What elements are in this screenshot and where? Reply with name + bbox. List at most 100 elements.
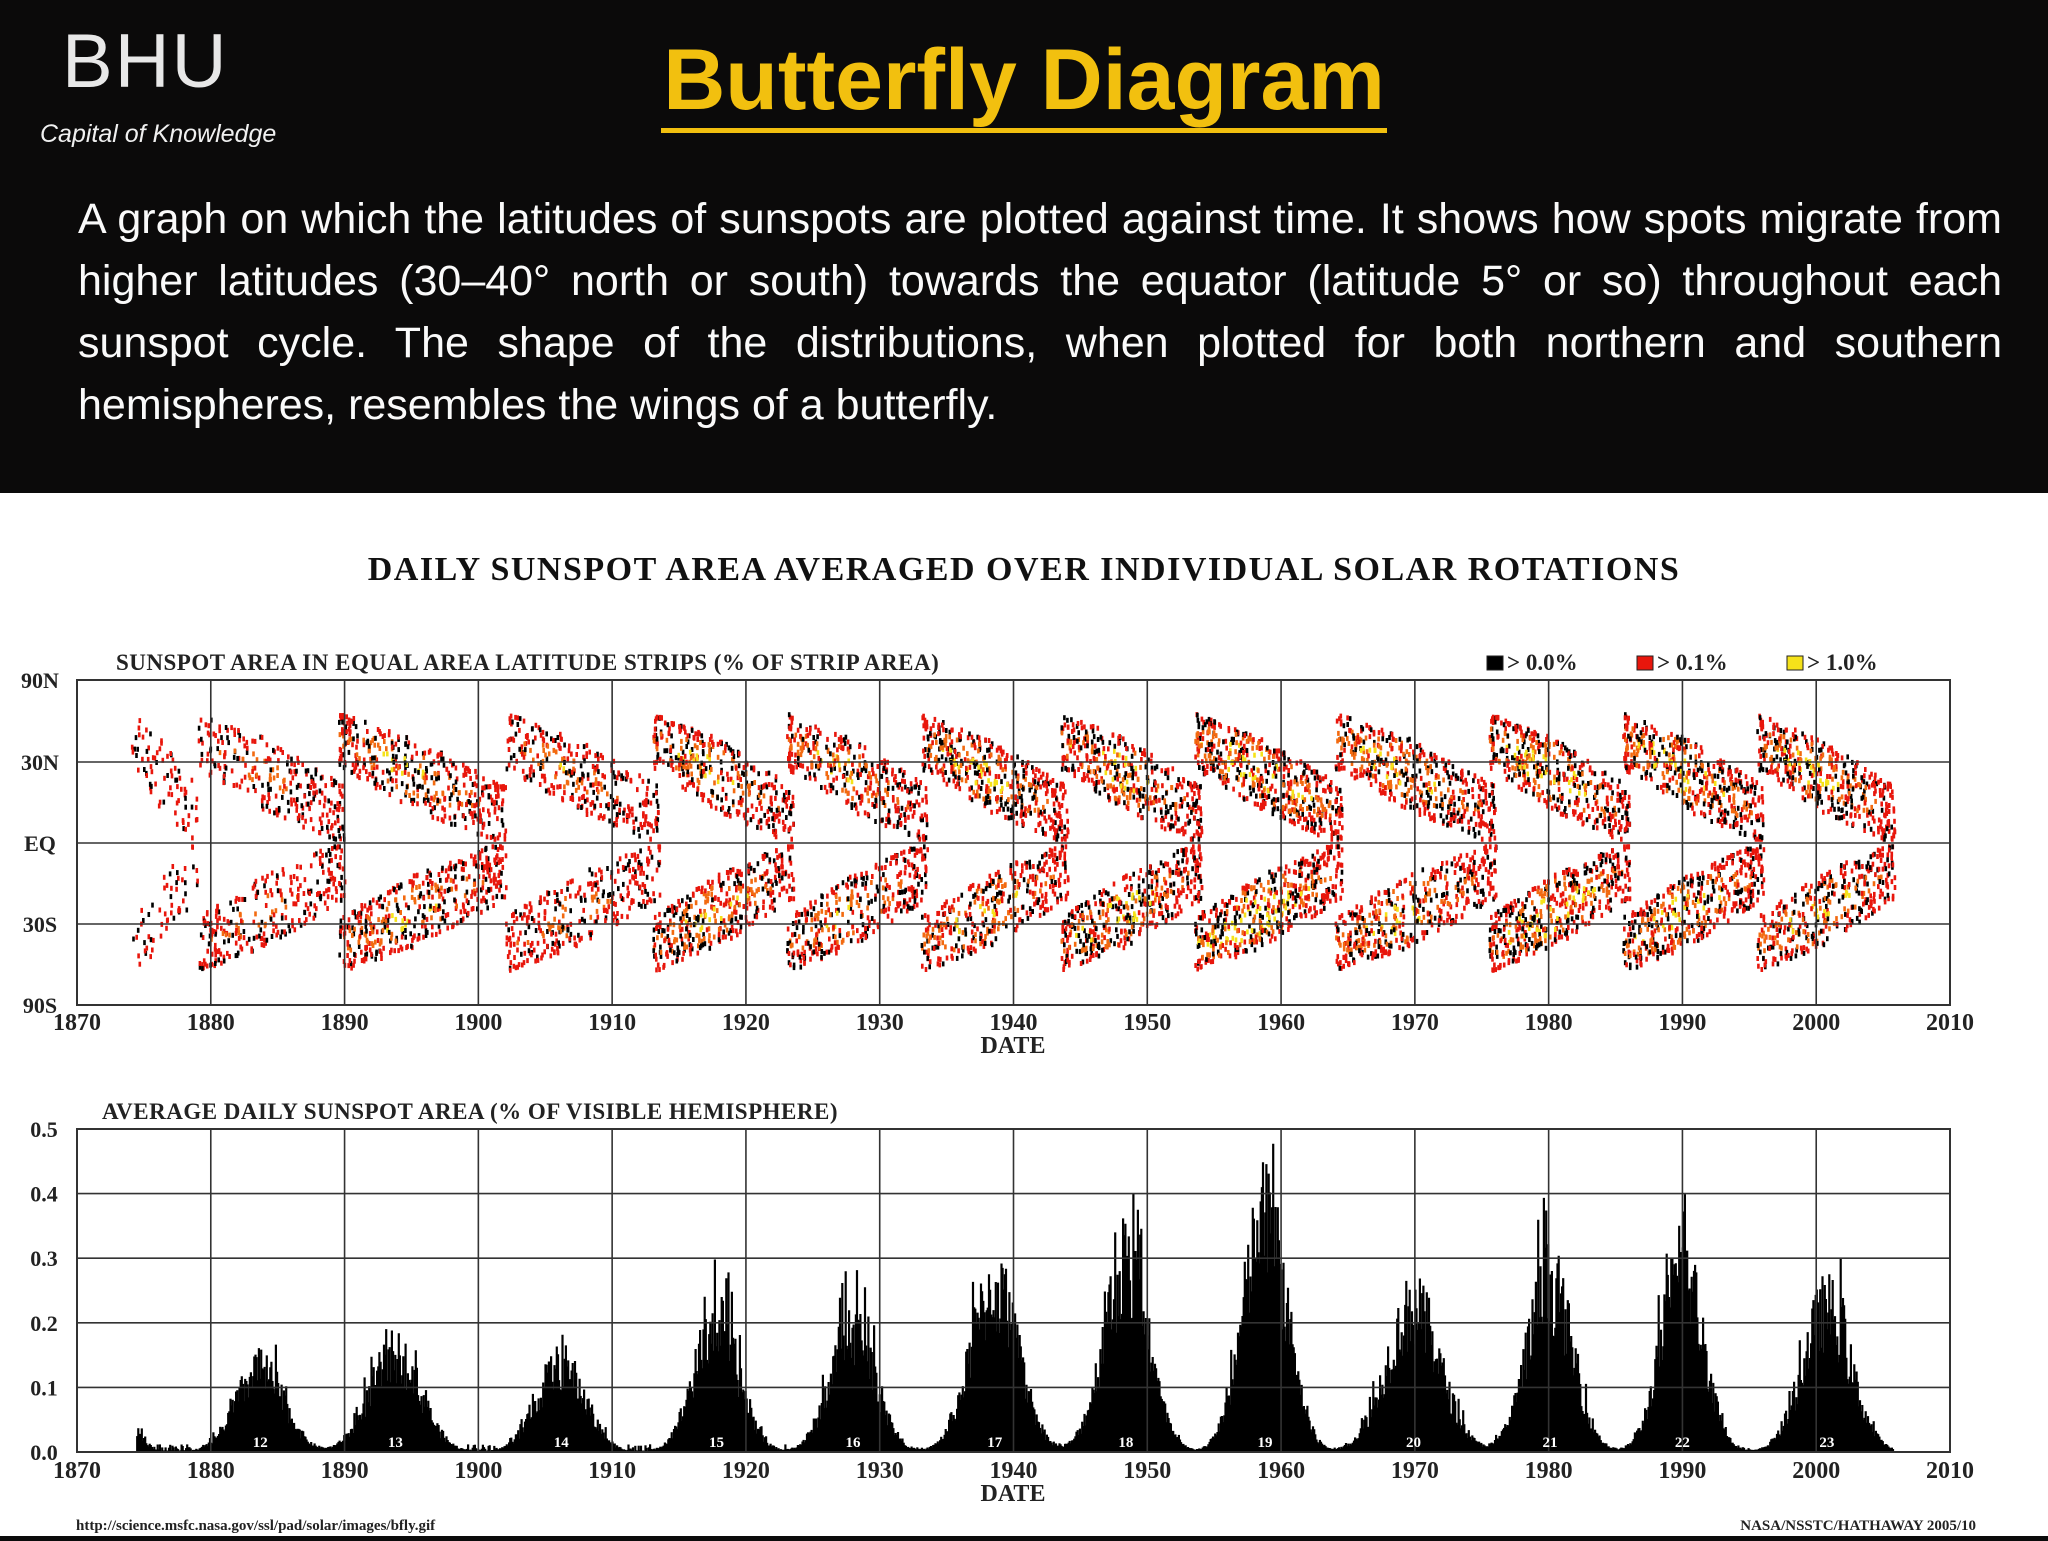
- sunspot-mark: [841, 911, 844, 917]
- sunspot-mark: [200, 757, 204, 763]
- sunspot-mark: [830, 887, 834, 893]
- sunspot-mark: [923, 913, 927, 919]
- sunspot-mark: [642, 899, 645, 904]
- sunspot-mark: [412, 873, 416, 879]
- sunspot-mark: [276, 773, 279, 778]
- sunspot-mark: [222, 958, 226, 964]
- sunspot-mark: [488, 862, 492, 868]
- sunspot-mark: [900, 805, 904, 811]
- sunspot-mark: [172, 915, 176, 921]
- sunspot-mark: [1153, 765, 1157, 771]
- sunspot-mark: [791, 794, 795, 800]
- sunspot-mark: [1019, 783, 1022, 789]
- sunspot-mark: [1169, 888, 1173, 894]
- sunspot-mark: [921, 761, 925, 767]
- sunspot-mark: [514, 714, 517, 720]
- sunspot-mark: [448, 802, 452, 808]
- sunspot-mark: [142, 918, 145, 923]
- sunspot-mark: [1063, 722, 1067, 728]
- sunspot-mark: [894, 779, 898, 785]
- sunspot-mark: [383, 733, 386, 739]
- sunspot-mark: [441, 865, 444, 871]
- sunspot-mark: [379, 731, 382, 737]
- sunspot-mark: [448, 886, 451, 892]
- sunspot-mark: [735, 900, 738, 906]
- sunspot-mark: [296, 897, 300, 902]
- sunspot-mark: [790, 769, 793, 774]
- sunspot-mark: [347, 726, 351, 732]
- sunspot-mark: [613, 804, 616, 810]
- sunspot-mark: [618, 807, 621, 813]
- sunspot-mark: [750, 765, 753, 771]
- sunspot-mark: [670, 733, 673, 739]
- sunspot-mark: [449, 877, 453, 883]
- sunspot-mark: [503, 894, 507, 900]
- sunspot-mark: [731, 928, 735, 934]
- sunspot-mark: [993, 918, 997, 924]
- sunspot-mark: [151, 902, 154, 908]
- sunspot-mark: [263, 883, 266, 889]
- sunspot-mark: [220, 960, 223, 966]
- sunspot-mark: [875, 778, 878, 784]
- sunspot-mark: [580, 805, 583, 810]
- sunspot-mark: [324, 783, 327, 789]
- sunspot-mark: [1073, 941, 1077, 947]
- sunspot-mark: [659, 949, 663, 955]
- sunspot-mark: [1182, 777, 1185, 782]
- sunspot-mark: [437, 903, 441, 909]
- sunspot-mark: [478, 851, 482, 857]
- sunspot-mark: [1048, 854, 1051, 859]
- sunspot-mark: [973, 742, 976, 748]
- sunspot-mark: [926, 955, 929, 961]
- sunspot-mark: [556, 897, 559, 903]
- sunspot-mark: [986, 799, 989, 805]
- sunspot-mark: [537, 725, 541, 731]
- sunspot-mark: [892, 797, 895, 803]
- sunspot-mark: [475, 774, 478, 780]
- sunspot-mark: [989, 752, 993, 758]
- sunspot-mark: [261, 803, 264, 809]
- sunspot-mark: [1188, 804, 1191, 810]
- sunspot-mark: [470, 893, 473, 899]
- sunspot-mark: [322, 869, 325, 875]
- sunspot-mark: [543, 896, 546, 902]
- sunspot-mark: [830, 783, 833, 789]
- butterfly-panel-title: SUNSPOT AREA IN EQUAL AREA LATITUDE STRI…: [116, 650, 939, 675]
- sunspot-mark: [547, 787, 550, 793]
- sunspot-mark: [569, 893, 572, 899]
- sunspot-mark: [832, 752, 835, 758]
- sunspot-mark: [856, 892, 860, 898]
- sunspot-mark: [722, 902, 726, 908]
- sunspot-mark: [832, 933, 835, 939]
- sunspot-mark: [462, 813, 465, 819]
- sunspot-mark: [1183, 868, 1186, 874]
- butterfly-chart-svg: DAILY SUNSPOT AREA AVERAGED OVER INDIVID…: [21, 551, 1976, 1534]
- sunspot-mark: [670, 762, 673, 768]
- sunspot-mark: [735, 887, 738, 893]
- sunspot-mark: [1044, 818, 1048, 824]
- sunspot-mark: [196, 878, 199, 884]
- sunspot-mark: [305, 801, 309, 807]
- sunspot-mark: [383, 786, 386, 791]
- sunspot-mark: [945, 955, 949, 961]
- sunspot-mark: [1060, 956, 1064, 961]
- sunspot-mark: [338, 732, 342, 738]
- sunspot-mark: [639, 870, 642, 876]
- sunspot-mark: [1032, 794, 1036, 800]
- sunspot-mark: [639, 848, 642, 854]
- sunspot-mark: [750, 878, 753, 884]
- sunspot-mark: [1033, 901, 1036, 907]
- sunspot-mark: [685, 765, 688, 771]
- sunspot-mark: [999, 748, 1003, 754]
- sunspot-mark: [443, 888, 447, 894]
- sunspot-mark: [272, 775, 276, 781]
- sunspot-mark: [652, 828, 655, 834]
- sunspot-mark: [873, 803, 876, 809]
- sunspot-mark: [599, 813, 602, 819]
- sunspot-mark: [812, 745, 815, 751]
- sunspot-mark: [254, 893, 258, 899]
- sunspot-mark: [397, 747, 400, 753]
- sunspot-mark: [1176, 911, 1180, 917]
- sunspot-mark: [532, 769, 535, 775]
- sunspot-mark: [1068, 962, 1071, 968]
